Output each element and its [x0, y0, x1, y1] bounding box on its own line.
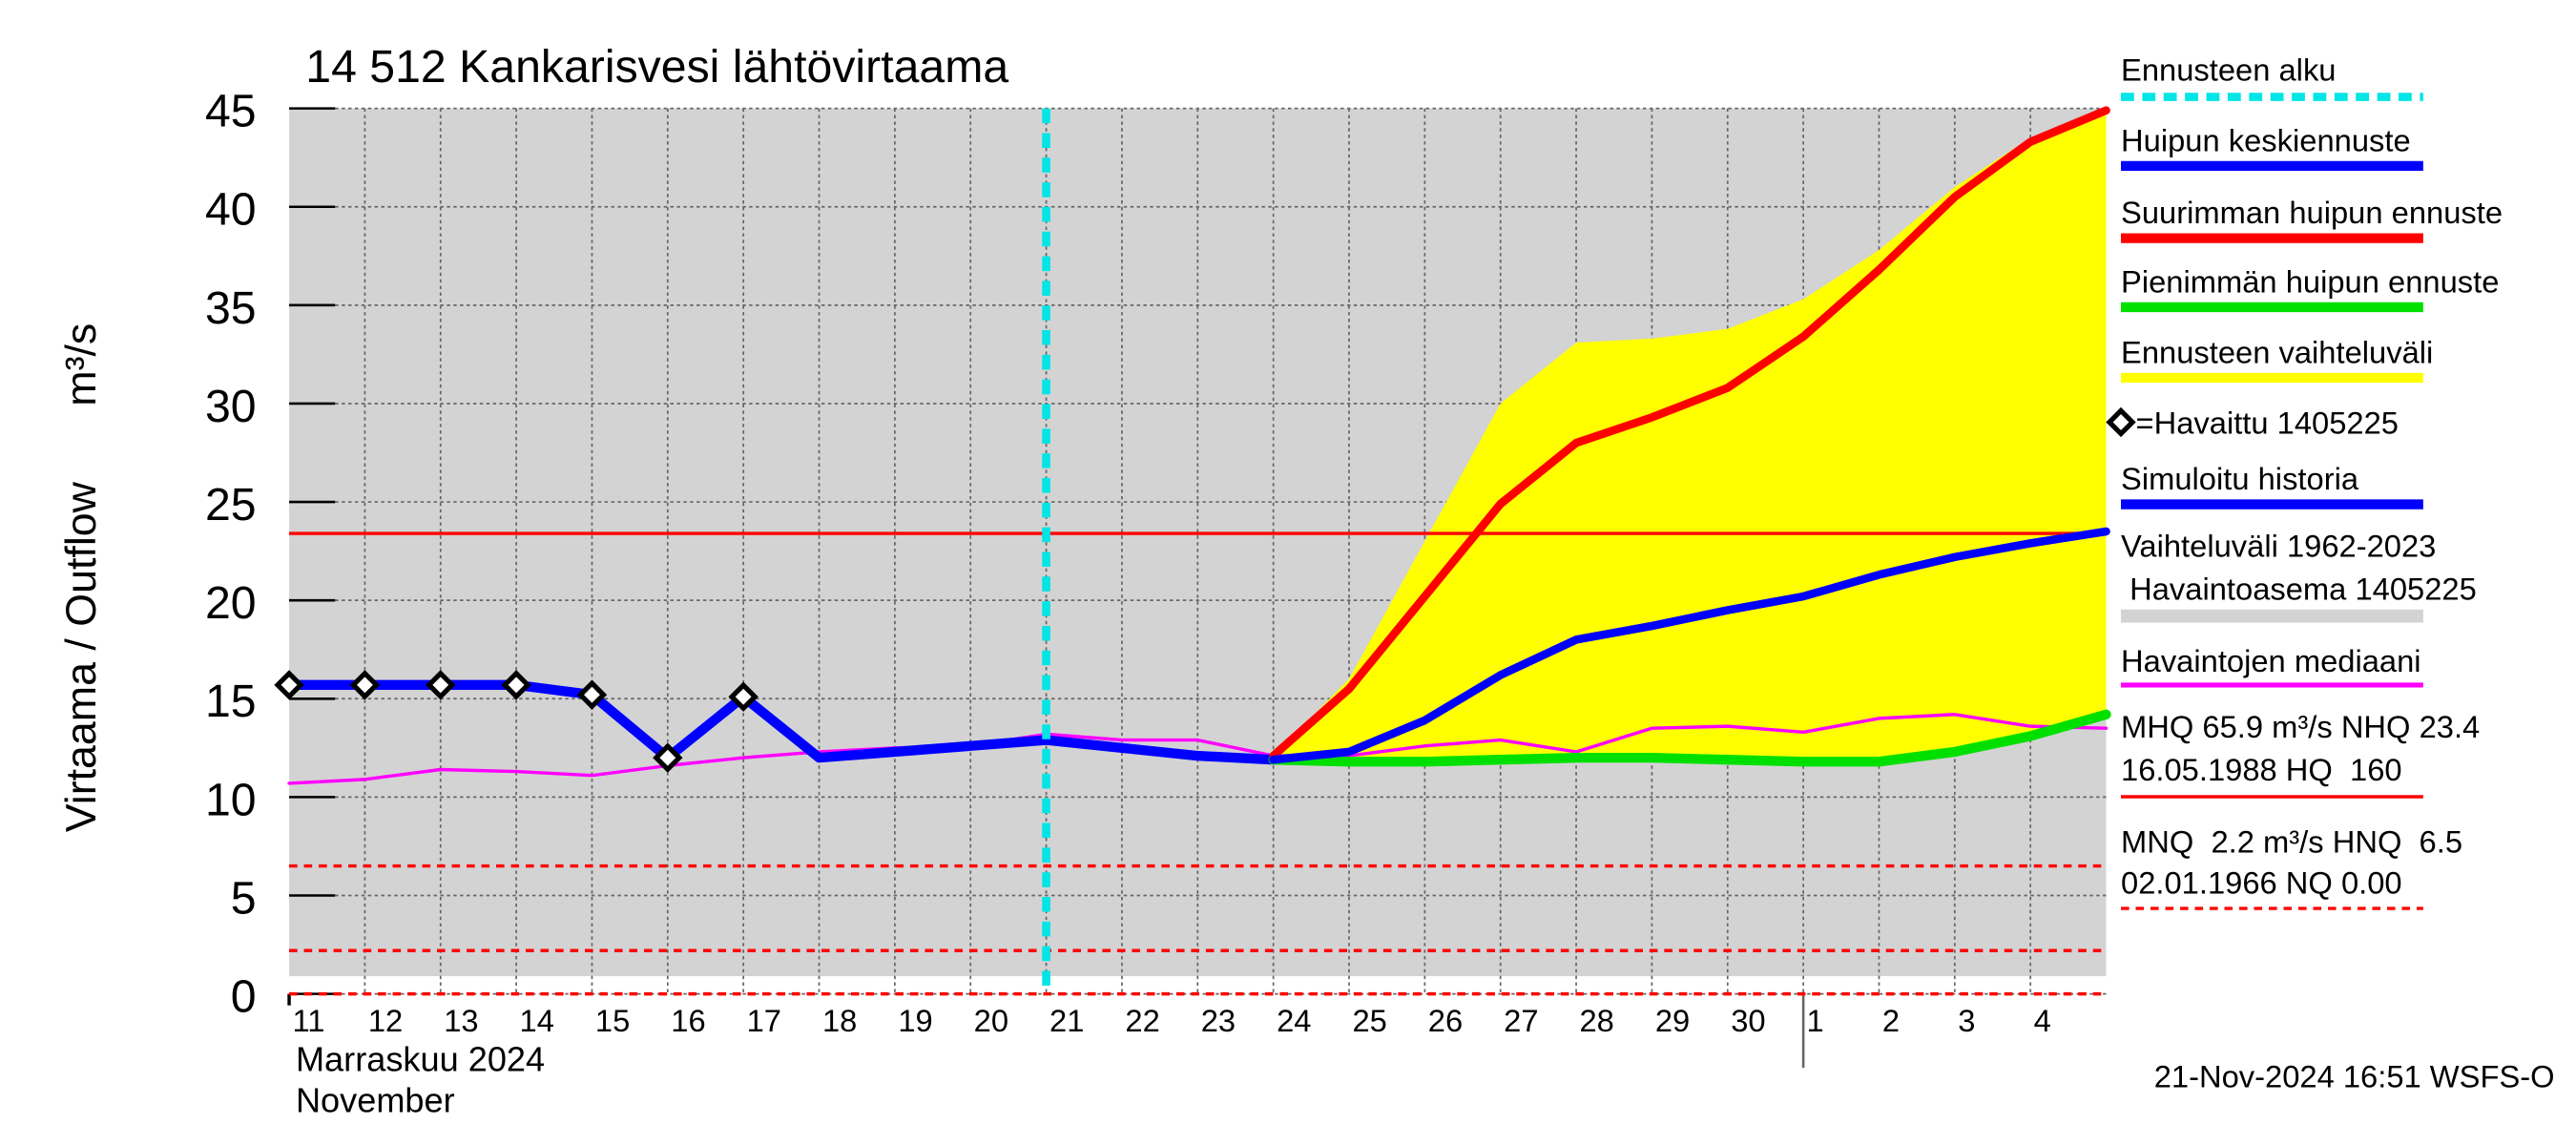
month-label: Marraskuu 2024 — [296, 1040, 545, 1079]
x-tick-label: 29 — [1655, 1003, 1690, 1038]
legend-label: 02.01.1966 NQ 0.00 — [2121, 865, 2402, 901]
x-tick-label: 3 — [1958, 1003, 1975, 1038]
legend-label: Havaintojen mediaani — [2121, 643, 2421, 678]
y-tick-label: 15 — [205, 676, 257, 727]
series-line — [1269, 106, 2110, 760]
series-line — [1269, 527, 2110, 764]
x-tick-label: 30 — [1731, 1003, 1765, 1038]
legend-label: Havaintoasema 1405225 — [2121, 571, 2477, 606]
observed-point — [349, 670, 381, 700]
x-tick-label: 21 — [1049, 1003, 1084, 1038]
y-tick-label: 45 — [205, 86, 257, 137]
x-tick-label: 13 — [444, 1003, 478, 1038]
series-line — [1268, 709, 2111, 767]
x-tick-label: 16 — [671, 1003, 705, 1038]
y-tick-label: 35 — [205, 282, 257, 334]
x-tick-label: 12 — [368, 1003, 403, 1038]
chart-title: 14 512 Kankarisvesi lähtövirtaama — [305, 41, 1008, 93]
median-line — [287, 713, 2109, 785]
x-tick-label: 18 — [822, 1003, 857, 1038]
y-tick-label: 30 — [205, 381, 257, 432]
legend-label: Ennusteen alku — [2121, 52, 2336, 87]
legend-label: Simuloitu historia — [2121, 461, 2359, 496]
x-tick-label: 14 — [520, 1003, 554, 1038]
observed-point — [576, 679, 608, 710]
observed-point — [426, 670, 456, 700]
month-label-en: November — [296, 1081, 455, 1120]
observed-point — [728, 681, 758, 712]
y-tick-label: 20 — [205, 577, 257, 629]
y-axis-unit: m³/s — [57, 323, 105, 406]
legend-label: MNQ 2.2 m³/s HNQ 6.5 — [2121, 824, 2462, 860]
y-tick-label: 0 — [231, 971, 257, 1023]
legend-label: MHQ 65.9 m³/s NHQ 23.4 — [2121, 709, 2480, 744]
x-tick-label: 27 — [1504, 1003, 1538, 1038]
x-tick-label: 25 — [1352, 1003, 1386, 1038]
legend-label: Huipun keskiennuste — [2121, 122, 2411, 157]
observed-point — [501, 670, 531, 700]
y-tick-label: 5 — [231, 872, 257, 924]
observed-point — [274, 670, 304, 700]
legend-label: Suurimman huipun ennuste — [2121, 195, 2503, 230]
x-tick-label: 2 — [1882, 1003, 1900, 1038]
x-tick-label: 11 — [293, 1003, 325, 1038]
legend-label: Pienimmän huipun ennuste — [2121, 263, 2499, 299]
x-tick-label: 1 — [1807, 1003, 1824, 1038]
y-tick-label: 10 — [205, 774, 257, 825]
observed-point — [653, 742, 683, 773]
x-tick-label: 4 — [2034, 1003, 2051, 1038]
x-tick-label: 28 — [1580, 1003, 1614, 1038]
x-tick-label: 24 — [1277, 1003, 1311, 1038]
x-tick-label: 20 — [974, 1003, 1008, 1038]
legend-label: =Havaittu 1405225 — [2136, 406, 2399, 441]
x-tick-label: 17 — [747, 1003, 781, 1038]
x-tick-label: 19 — [898, 1003, 932, 1038]
legend-label: Ennusteen vaihteluväli — [2121, 334, 2433, 369]
forecast-range-area — [1273, 108, 2107, 762]
x-tick-label: 23 — [1201, 1003, 1236, 1038]
x-tick-label: 22 — [1125, 1003, 1159, 1038]
legend-swatch — [2106, 406, 2136, 438]
y-axis-label: Virtaama / Outflow — [57, 481, 105, 832]
legend-label: 16.05.1988 HQ 160 — [2121, 752, 2402, 787]
footer: 21-Nov-2024 16:51 WSFS-O — [2154, 1059, 2555, 1094]
y-tick-label: 25 — [205, 479, 257, 531]
legend-label: Vaihteluväli 1962-2023 — [2121, 529, 2436, 564]
x-tick-label: 26 — [1428, 1003, 1463, 1038]
y-tick-label: 40 — [205, 184, 257, 236]
x-tick-label: 15 — [595, 1003, 630, 1038]
